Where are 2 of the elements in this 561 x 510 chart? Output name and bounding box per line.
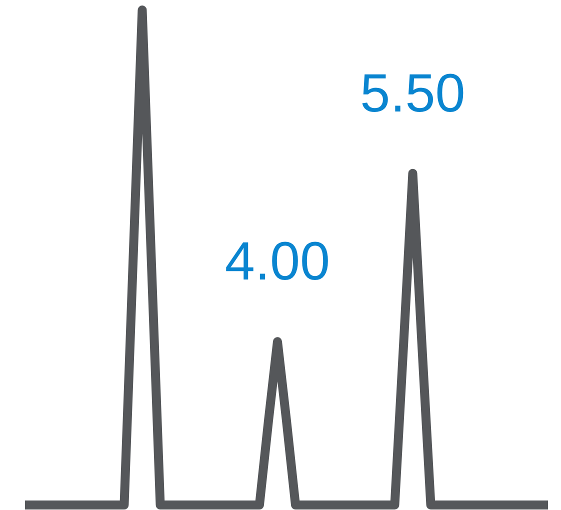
annotation: 5.50 xyxy=(360,63,466,124)
annotation: 4.00 xyxy=(224,232,330,292)
